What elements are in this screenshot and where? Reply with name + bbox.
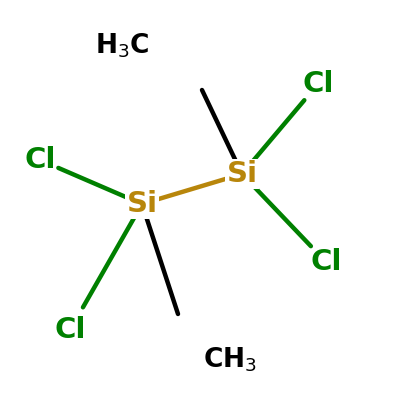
- Text: Si: Si: [126, 190, 158, 218]
- Text: Cl: Cl: [24, 146, 56, 174]
- Text: Cl: Cl: [302, 70, 334, 98]
- Text: H$_3$C: H$_3$C: [95, 32, 149, 60]
- Text: Si: Si: [226, 160, 258, 188]
- Text: Cl: Cl: [54, 316, 86, 344]
- Text: CH$_3$: CH$_3$: [203, 346, 257, 374]
- Text: Cl: Cl: [310, 248, 342, 276]
